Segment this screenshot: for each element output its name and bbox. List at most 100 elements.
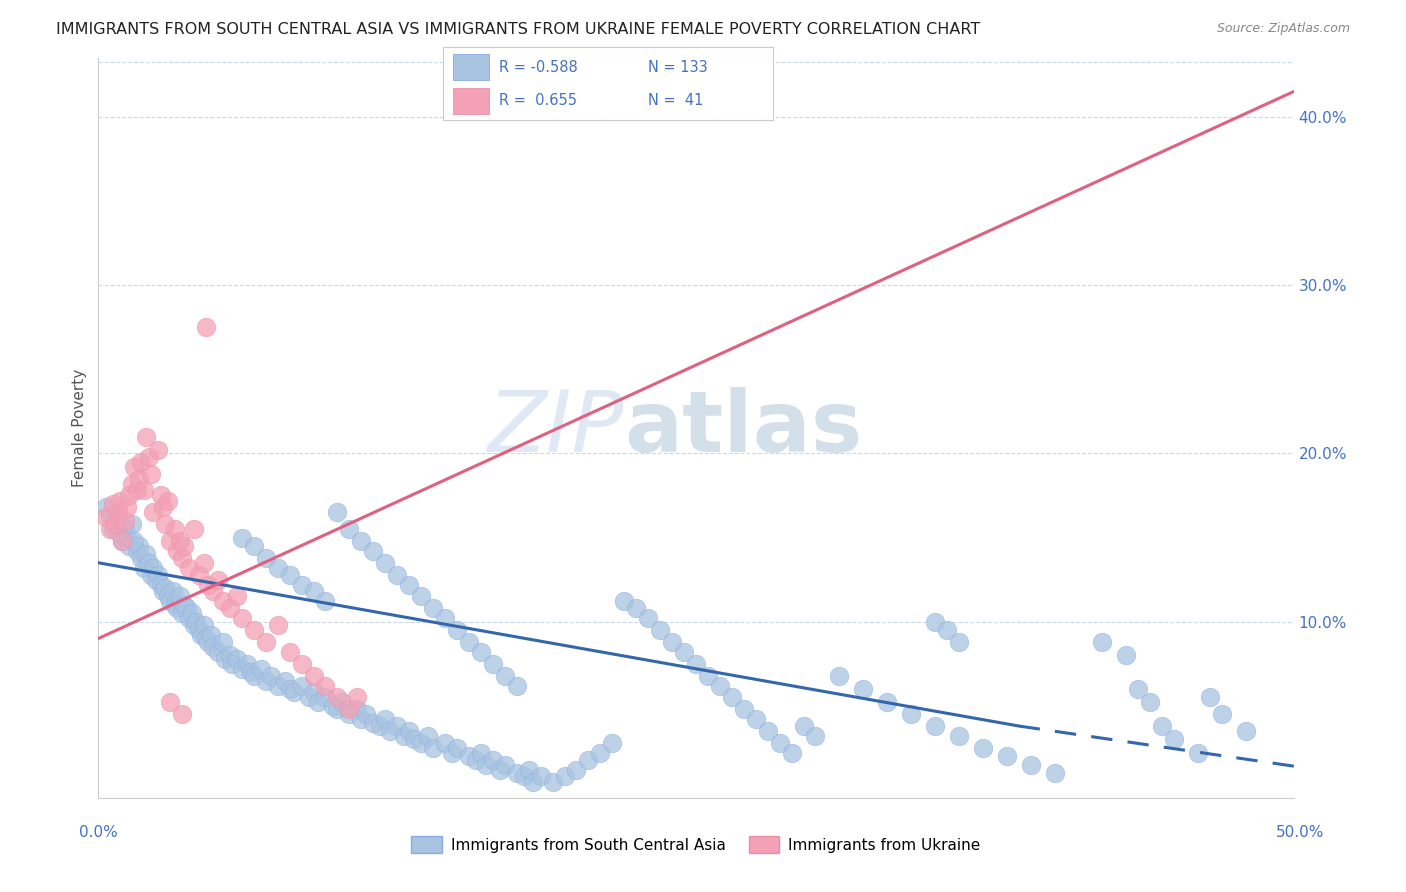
Point <box>152 584 174 599</box>
Point <box>709 679 731 693</box>
Point <box>149 488 172 502</box>
Point <box>121 517 143 532</box>
Point <box>326 690 349 705</box>
Point <box>972 740 994 755</box>
Point <box>291 657 314 671</box>
Point <box>530 769 553 783</box>
Point <box>283 685 305 699</box>
Point <box>179 611 201 625</box>
Point <box>339 522 361 536</box>
Point <box>172 607 194 621</box>
Point <box>1128 681 1150 696</box>
FancyBboxPatch shape <box>453 87 489 114</box>
Point <box>302 584 325 599</box>
Point <box>948 729 970 743</box>
Point <box>183 618 205 632</box>
Point <box>626 601 648 615</box>
Point <box>278 681 301 696</box>
Point <box>900 707 922 722</box>
Point <box>259 668 281 682</box>
Point <box>541 774 564 789</box>
Text: 50.0%: 50.0% <box>1277 825 1324 839</box>
Point <box>104 517 127 532</box>
Point <box>481 657 505 671</box>
Point <box>995 749 1018 764</box>
Point <box>131 550 153 565</box>
Point <box>354 707 377 722</box>
Point <box>267 561 290 575</box>
Point <box>183 522 205 536</box>
Point <box>522 774 544 789</box>
Point <box>108 493 131 508</box>
Point <box>138 450 160 464</box>
Point <box>589 746 612 760</box>
Point <box>804 729 827 743</box>
Point <box>211 594 233 608</box>
Point <box>685 657 707 671</box>
Point <box>121 476 143 491</box>
Point <box>1091 635 1114 649</box>
Point <box>661 635 683 649</box>
Point <box>936 623 959 637</box>
Point <box>307 695 329 709</box>
Point <box>350 533 373 548</box>
Point <box>180 607 202 621</box>
Point <box>108 527 131 541</box>
Point <box>1115 648 1137 663</box>
Point <box>274 673 297 688</box>
Point <box>411 736 433 750</box>
Text: N =  41: N = 41 <box>648 93 703 108</box>
Point <box>350 712 373 726</box>
Point <box>101 522 124 536</box>
Point <box>398 577 420 591</box>
Point <box>278 645 301 659</box>
Point <box>458 749 481 764</box>
Point <box>118 539 141 553</box>
Point <box>166 544 188 558</box>
Point <box>104 517 127 532</box>
Point <box>565 763 588 777</box>
Point <box>315 690 337 705</box>
Text: Source: ZipAtlas.com: Source: ZipAtlas.com <box>1216 22 1350 36</box>
Point <box>434 611 457 625</box>
Point <box>411 590 433 604</box>
Point <box>339 702 361 716</box>
Point <box>172 707 194 722</box>
Point <box>149 577 172 591</box>
Point <box>148 567 170 582</box>
Point <box>166 601 188 615</box>
Point <box>107 514 129 528</box>
Point <box>98 508 122 523</box>
Point <box>179 561 201 575</box>
Point <box>193 618 215 632</box>
Point <box>418 729 440 743</box>
Point <box>948 635 970 649</box>
Text: atlas: atlas <box>624 386 862 470</box>
Point <box>118 488 141 502</box>
Point <box>613 594 636 608</box>
Point <box>132 561 155 575</box>
Point <box>267 679 290 693</box>
Point <box>231 531 253 545</box>
Point <box>876 695 898 709</box>
Point <box>370 719 392 733</box>
Point <box>745 712 768 726</box>
Point <box>578 753 600 767</box>
Point <box>159 695 181 709</box>
Point <box>398 724 420 739</box>
Point <box>363 544 385 558</box>
Point <box>637 611 659 625</box>
Point <box>197 635 219 649</box>
Point <box>163 522 186 536</box>
Point <box>162 584 184 599</box>
Point <box>1187 746 1209 760</box>
Point <box>254 673 277 688</box>
Point <box>111 533 134 548</box>
Point <box>169 590 191 604</box>
Point <box>135 429 157 443</box>
Point <box>159 594 181 608</box>
Point <box>339 707 361 722</box>
Point <box>494 668 516 682</box>
Point <box>441 746 464 760</box>
Point <box>139 567 162 582</box>
